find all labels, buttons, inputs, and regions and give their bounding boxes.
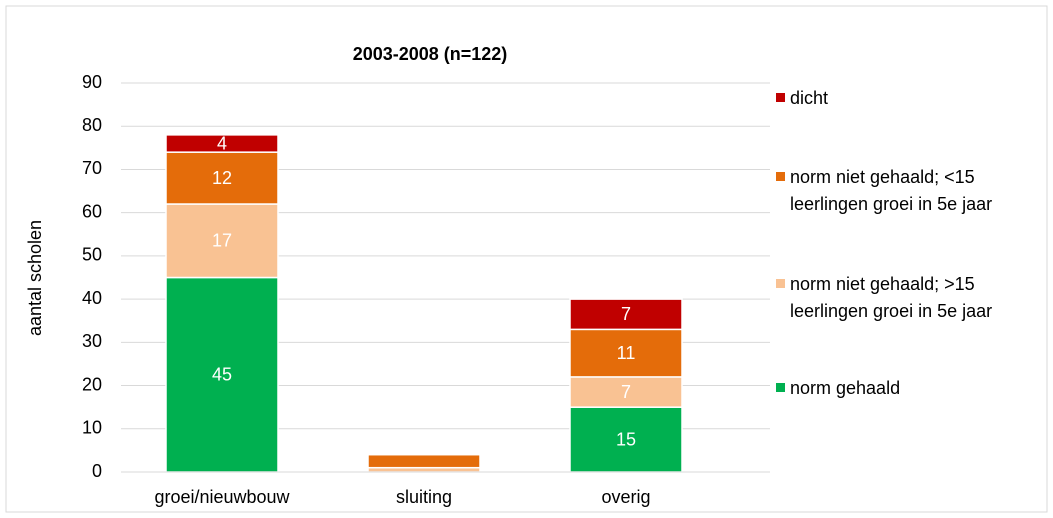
data-label: 12 [212,168,232,188]
y-tick-label: 40 [82,288,102,308]
chart-title: 2003-2008 (n=122) [353,44,508,64]
bar-segment [569,328,683,378]
y-tick-label: 80 [82,115,102,135]
data-label: 7 [621,382,631,402]
bar-segment [165,151,279,205]
legend-swatch [776,383,785,392]
data-label: 45 [212,365,232,385]
x-tick-label: groei/nieuwbouw [154,487,290,507]
bar-segment [367,453,481,469]
legend-swatch [776,93,785,102]
legend-swatch [776,279,785,288]
legend-label: norm gehaald [790,378,901,398]
bar-segment [165,203,279,279]
y-tick-label: 0 [92,461,102,481]
bar-segment [569,406,683,473]
legend-item: norm niet gehaald; <15 leerlingen groei … [776,164,1040,218]
x-tick-label: sluiting [396,487,452,507]
data-label: 17 [212,231,232,251]
x-tick-label: overig [601,487,650,507]
data-label: 15 [616,429,636,449]
chart-border [5,5,1048,513]
y-tick-label: 90 [82,72,102,92]
y-axis-label: aantal scholen [25,220,45,336]
y-tick-label: 30 [82,331,102,351]
y-tick-label: 60 [82,201,102,221]
y-tick-label: 70 [82,158,102,178]
legend-swatch [776,172,785,181]
y-tick-label: 10 [82,418,102,438]
legend-label: norm niet gehaald; >15 leerlingen groei … [790,274,993,321]
bar-segment [569,376,683,408]
data-label: 7 [621,304,631,324]
bar-segment [569,298,683,331]
data-label: 11 [617,343,636,363]
bar-segment [165,134,279,153]
legend-item: dicht [776,85,1040,112]
y-tick-label: 20 [82,374,102,394]
data-label: 4 [217,133,227,153]
legend-item: norm niet gehaald; >15 leerlingen groei … [776,271,1040,325]
legend-label: norm niet gehaald; <15 leerlingen groei … [790,167,993,214]
y-tick-label: 50 [82,245,102,265]
legend-label: dicht [790,88,829,108]
legend-item: norm gehaald [776,375,1040,402]
